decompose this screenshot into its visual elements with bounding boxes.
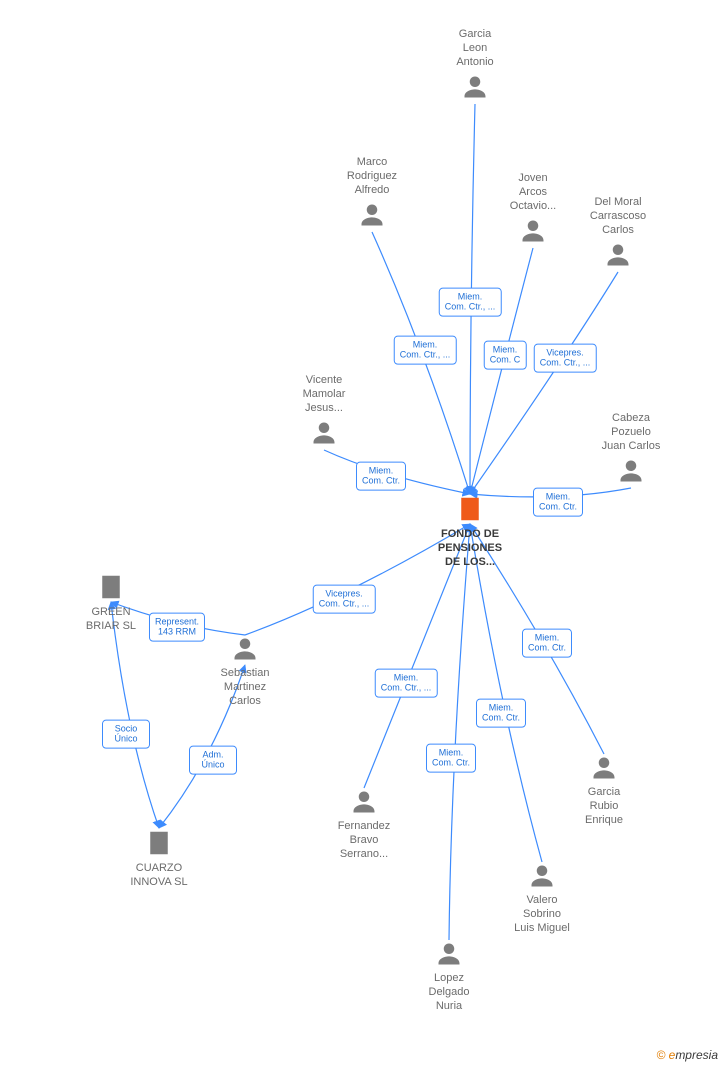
node-cabeza_poz[interactable]: Cabeza Pozuelo Juan Carlos bbox=[581, 412, 681, 485]
diagram-canvas: Garcia Leon Antonio Marco Rodriguez Alfre… bbox=[0, 0, 728, 1070]
node-label: Cabeza Pozuelo Juan Carlos bbox=[581, 412, 681, 453]
person-icon bbox=[554, 754, 654, 782]
node-cuarzo[interactable]: CUARZO INNOVA SL bbox=[109, 828, 209, 890]
building-icon bbox=[109, 828, 209, 858]
edge-label: Miem. Com. Ctr. bbox=[522, 629, 572, 658]
node-label: Valero Sobrino Luis Miguel bbox=[492, 894, 592, 935]
edge-label: Miem. Com. Ctr. bbox=[426, 744, 476, 773]
node-vicente_mam[interactable]: Vicente Mamolar Jesus... bbox=[274, 374, 374, 447]
edge-label: Socio Único bbox=[102, 720, 150, 749]
node-label: Garcia Leon Antonio bbox=[425, 28, 525, 69]
node-label: FONDO DE PENSIONES DE LOS... bbox=[420, 528, 520, 569]
building-icon bbox=[61, 572, 161, 602]
edge bbox=[470, 524, 542, 862]
node-lopez[interactable]: Lopez Delgado Nuria bbox=[399, 940, 499, 1013]
person-icon bbox=[492, 862, 592, 890]
edge-label: Miem. Com. Ctr. bbox=[533, 488, 583, 517]
building-icon bbox=[420, 494, 520, 524]
node-green_briar[interactable]: GREEN BRIAR SL bbox=[61, 572, 161, 634]
edge bbox=[470, 248, 533, 494]
node-sebastian[interactable]: Sebastian Martinez Carlos bbox=[195, 635, 295, 708]
copyright-symbol: © bbox=[656, 1048, 665, 1062]
person-icon bbox=[274, 419, 374, 447]
person-icon bbox=[314, 788, 414, 816]
person-icon bbox=[425, 73, 525, 101]
node-valero[interactable]: Valero Sobrino Luis Miguel bbox=[492, 862, 592, 935]
node-label: Vicente Mamolar Jesus... bbox=[274, 374, 374, 415]
edge-label: Miem. Com. Ctr., ... bbox=[375, 669, 438, 698]
node-center[interactable]: FONDO DE PENSIONES DE LOS... bbox=[420, 494, 520, 569]
edge-label: Miem. Com. Ctr. bbox=[356, 462, 406, 491]
person-icon bbox=[399, 940, 499, 968]
edge bbox=[449, 524, 470, 940]
edge-label: Vicepres. Com. Ctr., ... bbox=[534, 344, 597, 373]
node-label: Lopez Delgado Nuria bbox=[399, 972, 499, 1013]
edge-label: Miem. Com. Ctr., ... bbox=[394, 336, 457, 365]
person-icon bbox=[322, 201, 422, 229]
edge-label: Miem. Com. Ctr. bbox=[476, 699, 526, 728]
node-label: Sebastian Martinez Carlos bbox=[195, 667, 295, 708]
node-label: CUARZO INNOVA SL bbox=[109, 862, 209, 890]
node-label: GREEN BRIAR SL bbox=[61, 606, 161, 634]
node-label: Marco Rodriguez Alfredo bbox=[322, 156, 422, 197]
person-icon bbox=[568, 241, 668, 269]
node-label: Fernandez Bravo Serrano... bbox=[314, 820, 414, 861]
edge-label: Represent. 143 RRM bbox=[149, 613, 205, 642]
node-del_moral[interactable]: Del Moral Carrascoso Carlos bbox=[568, 196, 668, 269]
person-icon bbox=[581, 457, 681, 485]
node-label: Del Moral Carrascoso Carlos bbox=[568, 196, 668, 237]
edge-label: Vicepres. Com. Ctr., ... bbox=[313, 585, 376, 614]
watermark: © empresia bbox=[656, 1048, 718, 1062]
node-garcia_rubio[interactable]: Garcia Rubio Enrique bbox=[554, 754, 654, 827]
node-fernandez[interactable]: Fernandez Bravo Serrano... bbox=[314, 788, 414, 861]
node-label: Garcia Rubio Enrique bbox=[554, 786, 654, 827]
brand-rest: mpresia bbox=[675, 1048, 718, 1062]
edge-label: Adm. Único bbox=[189, 746, 237, 775]
edge-label: Miem. Com. C bbox=[484, 341, 527, 370]
person-icon bbox=[195, 635, 295, 663]
node-marco_rod[interactable]: Marco Rodriguez Alfredo bbox=[322, 156, 422, 229]
edge-label: Miem. Com. Ctr., ... bbox=[439, 288, 502, 317]
node-garcia_leon[interactable]: Garcia Leon Antonio bbox=[425, 28, 525, 101]
